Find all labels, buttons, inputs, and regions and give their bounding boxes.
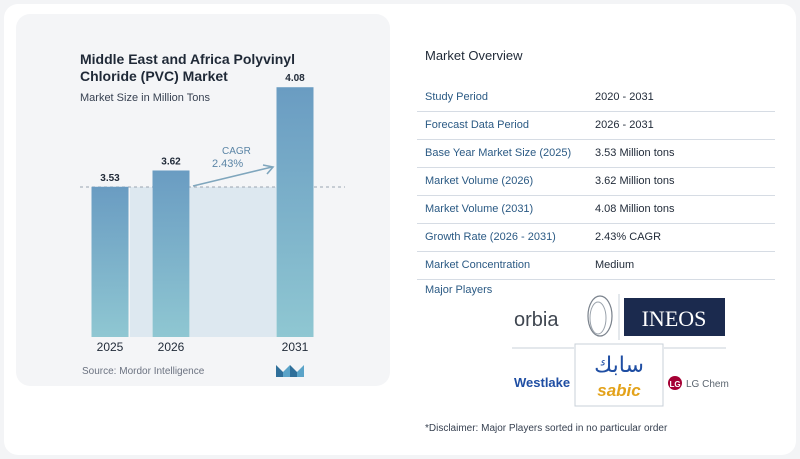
bar-2025 (91, 186, 129, 337)
overview-key: Forecast Data Period (425, 119, 529, 131)
bar-2031 (276, 87, 314, 337)
overview-row: Forecast Data Period 2026 - 2031 (417, 112, 775, 140)
orbia-logo: orbia (514, 295, 613, 337)
lg-chem-logo: LG LG Chem (668, 376, 729, 390)
bar-chart: 3.53 3.62 4.08 2025 2026 2031 CAGR 2.43% (80, 73, 345, 354)
overview-row: Study Period 2020 - 2031 (417, 84, 775, 112)
major-players-label: Major Players (425, 284, 493, 296)
overview-key: Market Concentration (425, 259, 531, 271)
value-label: 3.62 (161, 156, 181, 167)
overview-row: Market Volume (2026) 3.62 Million tons (417, 168, 775, 196)
x-tick-label: 2031 (282, 340, 309, 354)
mordor-logo-icon (276, 365, 304, 377)
bar-2026 (152, 170, 190, 337)
sabic-logo-text: sabic (597, 381, 641, 400)
overview-value: 3.62 Million tons (595, 175, 675, 187)
overview-key: Study Period (425, 91, 488, 103)
overview-value: 4.08 Million tons (595, 203, 675, 215)
overview-value: 2.43% CAGR (595, 231, 662, 243)
major-players-logos: orbia INEOS Westlake سابك sabic LG LG Ch… (512, 294, 729, 407)
overview-row: Growth Rate (2026 - 2031) 2.43% CAGR (417, 224, 775, 252)
overview-key: Market Volume (2031) (425, 203, 534, 215)
cagr-arrowhead (262, 164, 275, 175)
sabic-arabic-text: سابك (594, 353, 644, 378)
cagr-arrow (192, 166, 273, 187)
overview-value: 2020 - 2031 (595, 91, 654, 103)
chart-title: Middle East and Africa Polyvinyl Chlorid… (80, 51, 295, 84)
overview-key: Market Volume (2026) (425, 175, 534, 187)
cagr-label: CAGR (222, 146, 251, 157)
overview-value: 3.53 Million tons (595, 147, 675, 159)
overview-value: Medium (595, 259, 635, 271)
source-text: Source: Mordor Intelligence (82, 366, 205, 377)
ineos-logo-text: INEOS (642, 306, 707, 331)
overview-key: Growth Rate (2026 - 2031) (425, 231, 556, 243)
chart-subtitle: Market Size in Million Tons (80, 92, 211, 104)
overview-value: 2026 - 2031 (595, 119, 654, 131)
overview-row: Market Concentration Medium (417, 252, 775, 280)
ineos-logo: INEOS (624, 298, 725, 336)
lg-icon: LG (669, 380, 680, 389)
cagr-value: 2.43% (212, 158, 243, 170)
x-tick-label: 2026 (158, 340, 185, 354)
overview-row: Market Volume (2031) 4.08 Million tons (417, 196, 775, 224)
value-label: 4.08 (285, 73, 305, 84)
overview-row: Base Year Market Size (2025) 3.53 Million… (417, 140, 775, 168)
background-band (190, 187, 276, 337)
background-band (130, 187, 152, 337)
sabic-logo: سابك sabic (574, 343, 664, 407)
westlake-logo-text: Westlake (514, 375, 570, 390)
orbia-logo-text: orbia (514, 309, 559, 331)
overview-key: Base Year Market Size (2025) (425, 147, 572, 159)
lg-chem-logo-text: LG Chem (686, 379, 729, 390)
market-overview-table: Study Period 2020 - 2031 Forecast Data Pe… (417, 84, 775, 280)
market-overview-title: Market Overview (425, 48, 523, 63)
value-label: 3.53 (100, 173, 120, 184)
x-tick-label: 2025 (97, 340, 124, 354)
westlake-logo: Westlake (514, 375, 570, 390)
disclaimer-text: *Disclaimer: Major Players sorted in no … (425, 423, 668, 434)
